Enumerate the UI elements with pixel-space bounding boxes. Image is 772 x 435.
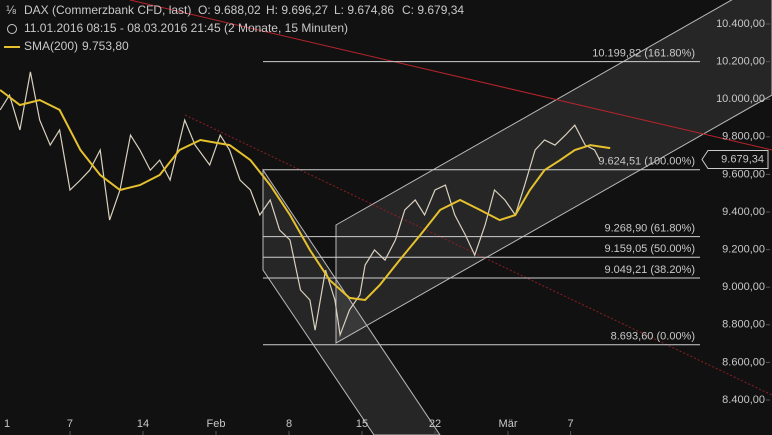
y-tick-label: 9.800,00 [722, 131, 765, 143]
resistance-line [129, 0, 772, 151]
y-tick-label: 10.000,00 [716, 93, 765, 105]
x-tick-label: 22 [429, 418, 441, 430]
plot: 8.400,00 8.600,00 8.800,00 9.000,00 9.200,00… [0, 18, 770, 435]
icon: ⅛ [6, 3, 17, 17]
y-tick-label: 10.400,00 [716, 18, 765, 30]
y-tick-label: 9.000,00 [722, 281, 765, 293]
x-tick-label: 15 [356, 418, 368, 430]
y-tick-label: 8.600,00 [722, 356, 765, 368]
chart-title: DAX (Commerzbank CFD, last) [24, 3, 191, 17]
fib-label: 9.049,21 (38.20%) [604, 264, 695, 276]
legend-label: SMA(200) [24, 39, 78, 53]
x-tick-label: Mär [499, 418, 518, 430]
x-tick-label: 14 [137, 418, 149, 430]
fib-label: 8.693,60 (0.00%) [611, 331, 695, 343]
series-line [0, 71, 601, 338]
close: C: 9.679,34 [402, 3, 464, 17]
last-price-box [701, 149, 769, 169]
y-tick-label: 9.600,00 [722, 168, 765, 180]
x-tick-label: 1 [4, 418, 10, 430]
subtitle: 11.01.2016 08:15 - 08.03.2016 21:45 (2 M… [24, 21, 348, 35]
y-tick-label: 10.200,00 [716, 56, 765, 68]
x-tick-label: 7 [568, 418, 574, 430]
fib-label: 9.624,51 (100.00%) [598, 156, 695, 168]
series-line [0, 89, 611, 302]
clock-icon [7, 24, 17, 34]
open: O: 9.688,02 [198, 3, 261, 17]
low: L: 9.674,86 [334, 3, 394, 17]
high: H: 9.696,27 [266, 3, 328, 17]
y-tick-label: 9.400,00 [722, 206, 765, 218]
x-tick-label: 8 [286, 418, 292, 430]
dotted-trend-line [184, 114, 772, 396]
y-tick-label: 9.200,00 [722, 244, 765, 256]
y-tick-label: 8.800,00 [722, 319, 765, 331]
fib-label: 9.159,05 (50.00%) [604, 243, 695, 255]
legend-value: 9.753,80 [82, 39, 129, 53]
x-tick-label: 7 [67, 418, 73, 430]
x-tick-label: Feb [207, 418, 226, 430]
fib-label: 10.199,82 (161.80%) [592, 48, 695, 60]
last-price-label: 9.679,34 [721, 153, 764, 165]
header: ⅛ DAX (Commerzbank CFD, last) O: 9.688,0… [4, 3, 464, 53]
y-tick-label: 8.400,00 [722, 394, 765, 406]
fib-label: 9.268,90 (61.80%) [604, 223, 695, 235]
